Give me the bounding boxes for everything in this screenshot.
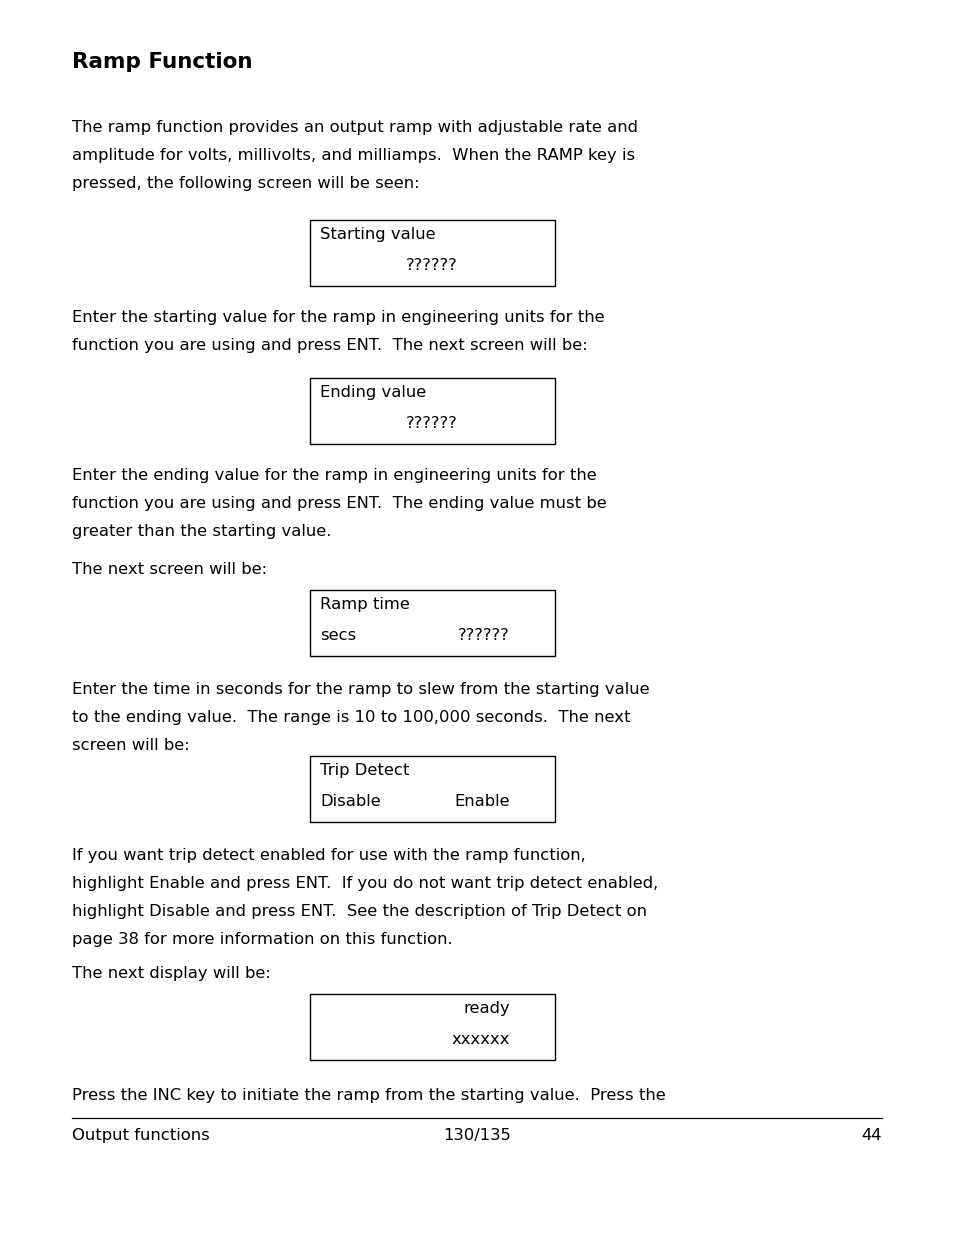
Text: Disable: Disable: [319, 794, 380, 809]
Bar: [310, 378, 555, 445]
Text: function you are using and press ENT.  The ending value must be: function you are using and press ENT. Th…: [71, 496, 606, 511]
Text: Press the INC key to initiate the ramp from the starting value.  Press the: Press the INC key to initiate the ramp f…: [71, 1088, 665, 1103]
Text: 44: 44: [861, 1128, 882, 1144]
Text: secs: secs: [319, 627, 355, 642]
Bar: [310, 220, 555, 287]
Bar: [310, 590, 555, 656]
Text: ??????: ??????: [406, 415, 457, 431]
Text: 130/135: 130/135: [442, 1128, 511, 1144]
Text: to the ending value.  The range is 10 to 100,000 seconds.  The next: to the ending value. The range is 10 to …: [71, 710, 630, 725]
Text: Output functions: Output functions: [71, 1128, 210, 1144]
Bar: [310, 756, 555, 823]
Text: The ramp function provides an output ramp with adjustable rate and: The ramp function provides an output ram…: [71, 120, 638, 135]
Text: page 38 for more information on this function.: page 38 for more information on this fun…: [71, 932, 452, 947]
Text: ??????: ??????: [406, 258, 457, 273]
Text: pressed, the following screen will be seen:: pressed, the following screen will be se…: [71, 177, 419, 191]
Text: Ramp time: Ramp time: [319, 597, 410, 611]
Text: If you want trip detect enabled for use with the ramp function,: If you want trip detect enabled for use …: [71, 848, 585, 863]
Text: xxxxxx: xxxxxx: [451, 1031, 510, 1046]
Text: screen will be:: screen will be:: [71, 739, 190, 753]
Text: Enter the ending value for the ramp in engineering units for the: Enter the ending value for the ramp in e…: [71, 468, 597, 483]
Text: ready: ready: [463, 1000, 510, 1015]
Text: highlight Enable and press ENT.  If you do not want trip detect enabled,: highlight Enable and press ENT. If you d…: [71, 876, 658, 890]
Bar: [310, 994, 555, 1060]
Text: greater than the starting value.: greater than the starting value.: [71, 524, 331, 538]
Text: Enter the time in seconds for the ramp to slew from the starting value: Enter the time in seconds for the ramp t…: [71, 682, 649, 697]
Text: ??????: ??????: [457, 627, 510, 642]
Text: The next display will be:: The next display will be:: [71, 966, 271, 981]
Text: amplitude for volts, millivolts, and milliamps.  When the RAMP key is: amplitude for volts, millivolts, and mil…: [71, 148, 635, 163]
Text: Ramp Function: Ramp Function: [71, 52, 253, 72]
Text: Starting value: Starting value: [319, 226, 436, 242]
Text: highlight Disable and press ENT.  See the description of Trip Detect on: highlight Disable and press ENT. See the…: [71, 904, 646, 919]
Text: Trip Detect: Trip Detect: [319, 762, 409, 778]
Text: Enter the starting value for the ramp in engineering units for the: Enter the starting value for the ramp in…: [71, 310, 604, 325]
Text: Enable: Enable: [454, 794, 510, 809]
Text: Ending value: Ending value: [319, 384, 426, 399]
Text: The next screen will be:: The next screen will be:: [71, 562, 267, 577]
Text: function you are using and press ENT.  The next screen will be:: function you are using and press ENT. Th…: [71, 338, 587, 353]
